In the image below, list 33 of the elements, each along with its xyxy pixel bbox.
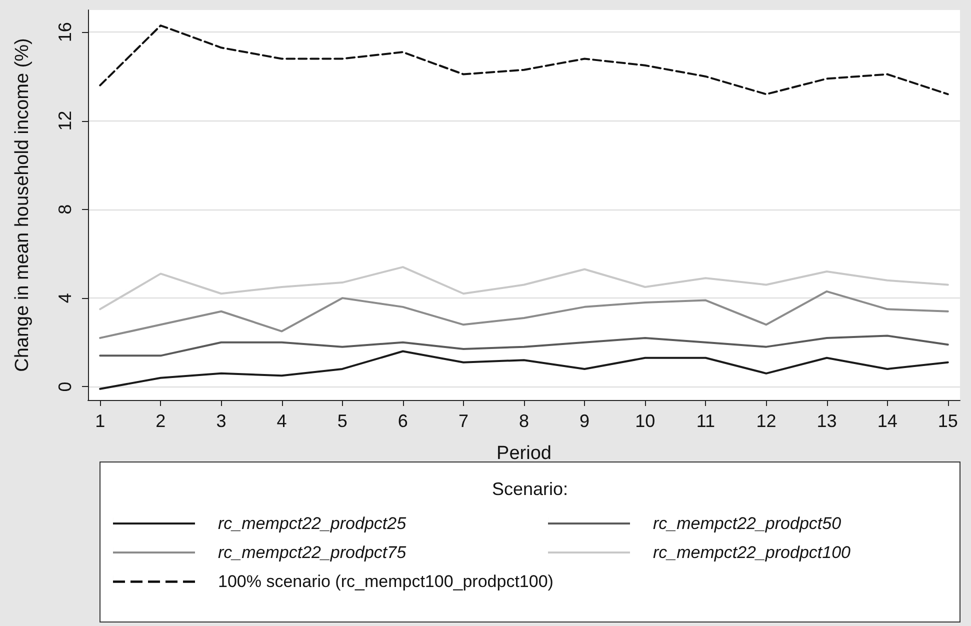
line-series xyxy=(99,290,949,339)
x-tick-label: 7 xyxy=(458,411,468,431)
y-tick-label: 0 xyxy=(55,382,75,392)
x-tick-label: 9 xyxy=(580,411,590,431)
x-tick-label: 3 xyxy=(216,411,226,431)
line-series xyxy=(99,266,949,310)
y-tick-label: 12 xyxy=(55,110,75,131)
y-tick-label: 8 xyxy=(55,204,75,214)
x-tick-label: 12 xyxy=(756,411,776,431)
line-series xyxy=(99,334,949,357)
x-axis-title: Period xyxy=(496,443,552,464)
legend-label: 100% scenario (rc_mempct100_prodpct100) xyxy=(218,572,554,591)
line-series xyxy=(99,350,949,390)
x-tick-label: 1 xyxy=(95,411,106,431)
x-tick-label: 13 xyxy=(816,411,837,431)
line-series xyxy=(99,24,949,96)
x-tick-label: 6 xyxy=(398,411,408,431)
x-tick-label: 15 xyxy=(938,411,958,431)
x-tick-label: 5 xyxy=(337,411,348,431)
legend-label: rc_mempct22_prodpct25 xyxy=(218,514,407,533)
x-tick-label: 10 xyxy=(635,411,656,431)
y-tick-label: 4 xyxy=(55,293,75,304)
legend-title: Scenario: xyxy=(492,479,568,499)
legend-label: rc_mempct22_prodpct75 xyxy=(218,543,407,562)
x-tick-label: 11 xyxy=(696,411,716,431)
y-axis-title: Change in mean household income (%) xyxy=(12,38,33,372)
x-tick-label: 14 xyxy=(877,411,898,431)
x-tick-label: 2 xyxy=(156,411,166,431)
legend-label: rc_mempct22_prodpct100 xyxy=(653,543,852,562)
y-tick-label: 16 xyxy=(55,22,75,42)
x-tick-label: 4 xyxy=(276,411,287,431)
legend-label: rc_mempct22_prodpct50 xyxy=(653,514,842,533)
x-tick-label: 8 xyxy=(518,411,530,431)
